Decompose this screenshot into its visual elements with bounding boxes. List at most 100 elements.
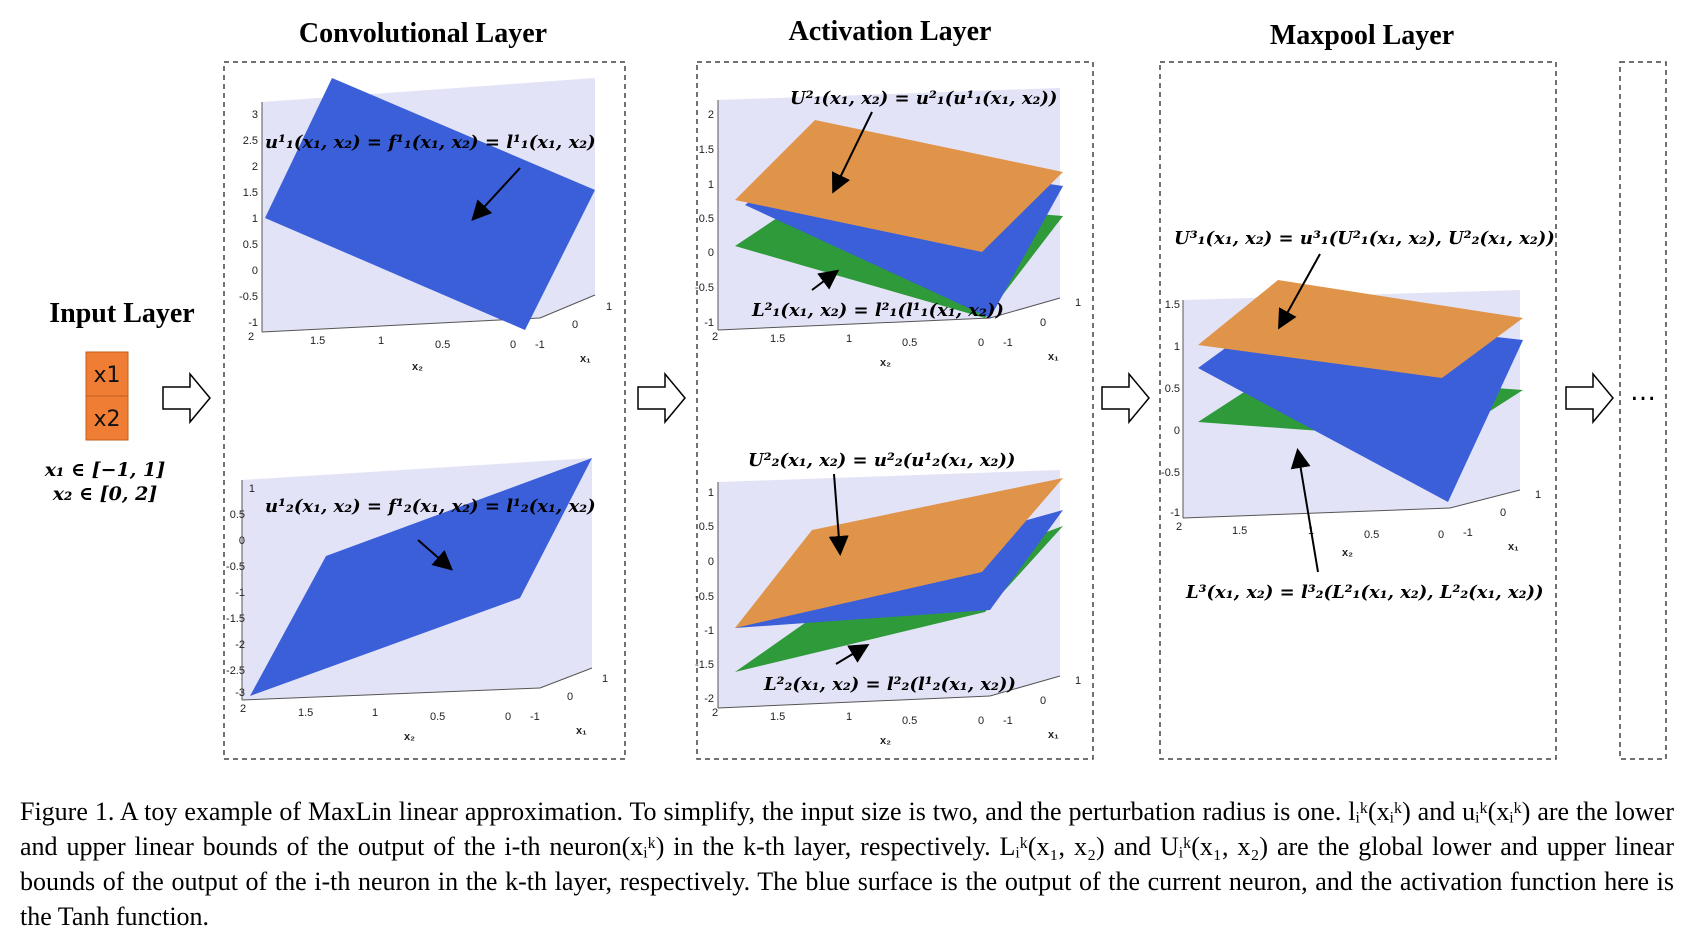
annotation-upper: U³₁(x₁, x₂) = u³₁(U²₁(x₁, x₂), U²₂(x₁, x… xyxy=(1174,228,1555,249)
annotation: u¹₂(x₁, x₂) = f¹₂(x₁, x₂) = l¹₂(x₁, x₂) xyxy=(265,496,596,517)
x2-tick: 0 xyxy=(1438,529,1444,541)
x1-axis-label: x₁ xyxy=(1048,729,1059,741)
z-tick: -1 xyxy=(235,587,245,599)
x2-tick: 0 xyxy=(978,715,984,727)
x2-tick: 2 xyxy=(248,331,254,343)
annotation: u¹₁(x₁, x₂) = f¹₁(x₁, x₂) = l¹₁(x₁, x₂) xyxy=(265,132,596,153)
domain-x1: x₁ ∈ [−1, 1] xyxy=(44,459,166,481)
upper-bound-surface xyxy=(1198,280,1523,378)
z-tick: -0.5 xyxy=(226,561,245,573)
z-tick: -1.5 xyxy=(226,613,245,625)
x1-tick: 0 xyxy=(567,691,573,703)
x2-tick: 1 xyxy=(372,707,378,719)
x2-tick: 0 xyxy=(505,711,511,723)
x2-tick: 1 xyxy=(378,335,384,347)
annotation-upper: U²₂(x₁, x₂) = u²₂(u¹₂(x₁, x₂)) xyxy=(748,450,1015,471)
z-tick: 2 xyxy=(252,161,258,173)
x2-tick: 2 xyxy=(1176,521,1182,533)
x2-tick: 1.5 xyxy=(1232,525,1247,537)
plot-conv-bottom: 1 0.5 0 -0.5 -1 -1.5 -2 -2.5 -3 2 1.5 1 … xyxy=(226,458,608,743)
z-tick: 1 xyxy=(708,487,714,499)
x2-tick: 1 xyxy=(846,333,852,345)
z-tick: 2.5 xyxy=(243,135,258,147)
x1-axis-label: x₁ xyxy=(580,353,591,365)
x1-tick: 0 xyxy=(1500,507,1506,519)
z-tick: -0.5 xyxy=(1161,467,1180,479)
flow-arrow-conv-act xyxy=(637,371,686,425)
activation-layer-box xyxy=(696,61,1094,760)
plot-conv-top: 3 2.5 2 1.5 1 0.5 0 -0.5 -1 2 1.5 1 0.5 … xyxy=(239,78,612,373)
z-tick: 0.5 xyxy=(699,521,714,533)
output-surface xyxy=(265,78,595,330)
x1-tick: 1 xyxy=(606,301,612,313)
input-layer-title: Input Layer xyxy=(49,298,194,329)
z-tick: 1 xyxy=(249,483,255,495)
conv-layer-box xyxy=(223,61,626,760)
annotation-lower: L³(x₁, x₂) = l³₂(L²₁(x₁, x₂), L²₂(x₁, x₂… xyxy=(1185,582,1544,603)
x2-axis-label: x₂ xyxy=(412,361,423,373)
z-tick: 0 xyxy=(252,265,258,277)
z-tick: -1 xyxy=(704,317,714,329)
z-tick: -0.5 xyxy=(695,282,714,294)
x2-axis-label: x₂ xyxy=(1342,547,1353,559)
next-layer-box xyxy=(1619,61,1667,760)
conv-layer-title: Convolutional Layer xyxy=(299,18,547,49)
caption-label: Figure 1. xyxy=(20,797,115,826)
z-tick: -1 xyxy=(704,625,714,637)
x1-tick: -1 xyxy=(1003,337,1013,349)
x2-tick: 0.5 xyxy=(435,339,450,351)
z-tick: 0.5 xyxy=(699,213,714,225)
x1-tick: -1 xyxy=(1463,527,1473,539)
x2-tick: 0 xyxy=(978,337,984,349)
z-tick: -0.5 xyxy=(695,591,714,603)
x1-tick: -1 xyxy=(530,711,540,723)
domain-x2: x₂ ∈ [0, 2] xyxy=(52,483,158,505)
z-tick: -2 xyxy=(704,693,714,705)
z-tick: 0.5 xyxy=(230,509,245,521)
input-node-x1: x1 xyxy=(85,351,129,397)
z-tick: 1.5 xyxy=(1165,299,1180,311)
x1-axis-label: x₁ xyxy=(576,725,587,737)
continuation-ellipsis: … xyxy=(1630,377,1656,407)
x2-axis-label: x₂ xyxy=(880,735,891,747)
plot-maxpool: 1.5 1 0.5 0 -0.5 -1 2 1.5 1 0.5 0 x₂ -1 … xyxy=(1161,228,1555,603)
x1-tick: -1 xyxy=(535,339,545,351)
x1-axis-label: x₁ xyxy=(1048,351,1059,363)
x2-tick: 2 xyxy=(712,707,718,719)
x2-tick: 0.5 xyxy=(1364,529,1379,541)
z-tick: 1 xyxy=(252,213,258,225)
activation-layer-title: Activation Layer xyxy=(789,16,992,47)
maxpool-layer-box xyxy=(1159,61,1557,760)
z-tick: 0 xyxy=(708,556,714,568)
x1-axis-label: x₁ xyxy=(1508,541,1519,553)
annotation-lower: L²₂(x₁, x₂) = l²₂(l¹₂(x₁, x₂)) xyxy=(763,674,1016,695)
figure-caption: Figure 1. A toy example of MaxLin linear… xyxy=(20,794,1674,934)
z-tick: 3 xyxy=(252,109,258,121)
x2-tick: 1.5 xyxy=(770,711,785,723)
z-tick: 1 xyxy=(1174,341,1180,353)
x1-tick: 1 xyxy=(1075,297,1081,309)
x2-tick: 2 xyxy=(240,703,246,715)
z-tick: 2 xyxy=(708,109,714,121)
input-node-x1-label: x1 xyxy=(93,363,120,388)
z-tick: -3 xyxy=(235,687,245,699)
flow-arrow-input-conv xyxy=(162,371,211,425)
x1-tick: 0 xyxy=(1040,317,1046,329)
z-tick: 0.5 xyxy=(1165,383,1180,395)
z-tick: -1 xyxy=(248,317,258,329)
x2-tick: 0 xyxy=(510,339,516,351)
z-tick: 0 xyxy=(708,247,714,259)
z-tick: -2 xyxy=(235,639,245,651)
input-node-x2: x2 xyxy=(85,395,129,441)
x2-tick: 0.5 xyxy=(902,715,917,727)
x2-tick: 1.5 xyxy=(298,707,313,719)
plot-activation-bottom: 1 0.5 0 -0.5 -1 -1.5 -2 2 1.5 1 0.5 0 x₂… xyxy=(695,450,1081,747)
x2-axis-label: x₂ xyxy=(880,357,891,369)
x2-axis-label: x₂ xyxy=(404,731,415,743)
x2-tick: 1.5 xyxy=(310,335,325,347)
x1-tick: 0 xyxy=(1040,695,1046,707)
z-tick: 0 xyxy=(1174,425,1180,437)
x2-tick: 0.5 xyxy=(902,337,917,349)
z-tick: -0.5 xyxy=(239,291,258,303)
x2-tick: 1.5 xyxy=(770,333,785,345)
